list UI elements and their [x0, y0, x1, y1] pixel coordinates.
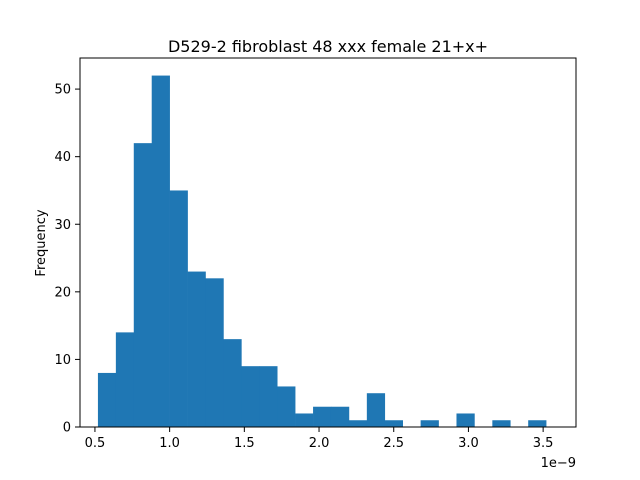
- x-tick-label: 2.0: [309, 436, 330, 451]
- x-tick-label: 3.0: [458, 436, 479, 451]
- x-tick-label: 3.5: [533, 436, 554, 451]
- bars-group: [97, 75, 547, 427]
- histogram-bar: [492, 420, 511, 427]
- y-tick-label: 50: [54, 83, 71, 98]
- histogram-bar: [169, 190, 188, 427]
- histogram-bar: [241, 366, 260, 427]
- y-axis-ticks: 0 10 20 30 40 50: [54, 83, 80, 436]
- histogram-bar: [366, 393, 386, 427]
- y-tick-label: 40: [54, 150, 71, 165]
- histogram-bar: [420, 420, 439, 427]
- histogram-bar: [187, 271, 206, 427]
- histogram-bar: [456, 413, 475, 427]
- histogram-bar: [313, 406, 332, 427]
- y-axis-label: Frequency: [34, 209, 49, 276]
- x-tick-label: 1.0: [159, 436, 180, 451]
- y-tick-label: 0: [63, 421, 71, 436]
- histogram-bar: [330, 406, 350, 427]
- histogram-bar: [97, 372, 117, 427]
- histogram-bar: [259, 366, 278, 427]
- chart-title: D529-2 fibroblast 48 xxx female 21+x+: [168, 37, 488, 56]
- histogram-bar: [384, 420, 403, 427]
- y-tick-label: 30: [54, 218, 71, 233]
- plot-frame: [79, 57, 577, 428]
- histogram-bar: [205, 278, 224, 427]
- histogram-bar: [223, 339, 242, 427]
- x-tick-label: 0.5: [85, 436, 106, 451]
- x-tick-label: 2.5: [383, 436, 404, 451]
- histogram-bar: [528, 420, 547, 427]
- histogram-bar: [277, 386, 296, 427]
- x-axis-ticks: 0.5 1.0 1.5 2.0 2.5 3.0 3.5: [85, 427, 554, 451]
- y-tick-label: 10: [54, 353, 71, 368]
- x-axis-offset-label: 1e−9: [541, 456, 576, 471]
- y-tick-label: 20: [54, 285, 71, 300]
- histogram-bar: [133, 143, 153, 427]
- histogram-bar: [151, 75, 170, 427]
- x-tick-label: 1.5: [234, 436, 255, 451]
- histogram-bar: [348, 420, 368, 427]
- histogram-bar: [295, 413, 314, 427]
- histogram-bar: [115, 332, 135, 427]
